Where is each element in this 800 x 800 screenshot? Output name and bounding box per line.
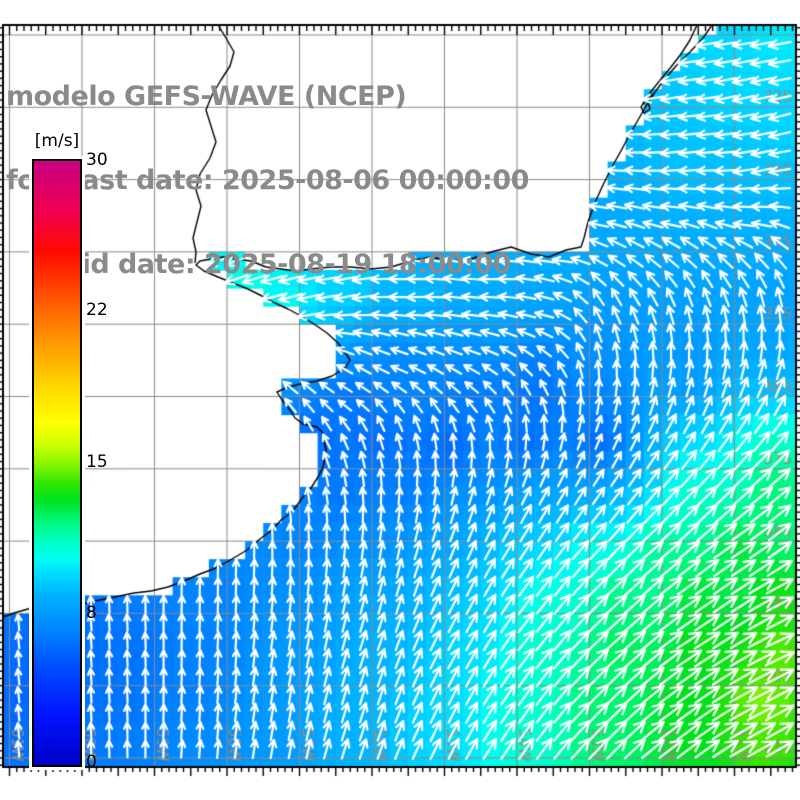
colorbar-tick-label: 22 (86, 300, 108, 320)
colorbar (29, 156, 85, 770)
colorbar-tick-label: 15 (86, 452, 108, 472)
colorbar-unit-label: [m/s] (34, 131, 80, 151)
colorbar-tick-label: 8 (86, 603, 97, 623)
colorbar-tick-label: 30 (86, 150, 108, 170)
colorbar-gradient (32, 159, 82, 767)
colorbar-tick-label: 0 (86, 752, 97, 772)
